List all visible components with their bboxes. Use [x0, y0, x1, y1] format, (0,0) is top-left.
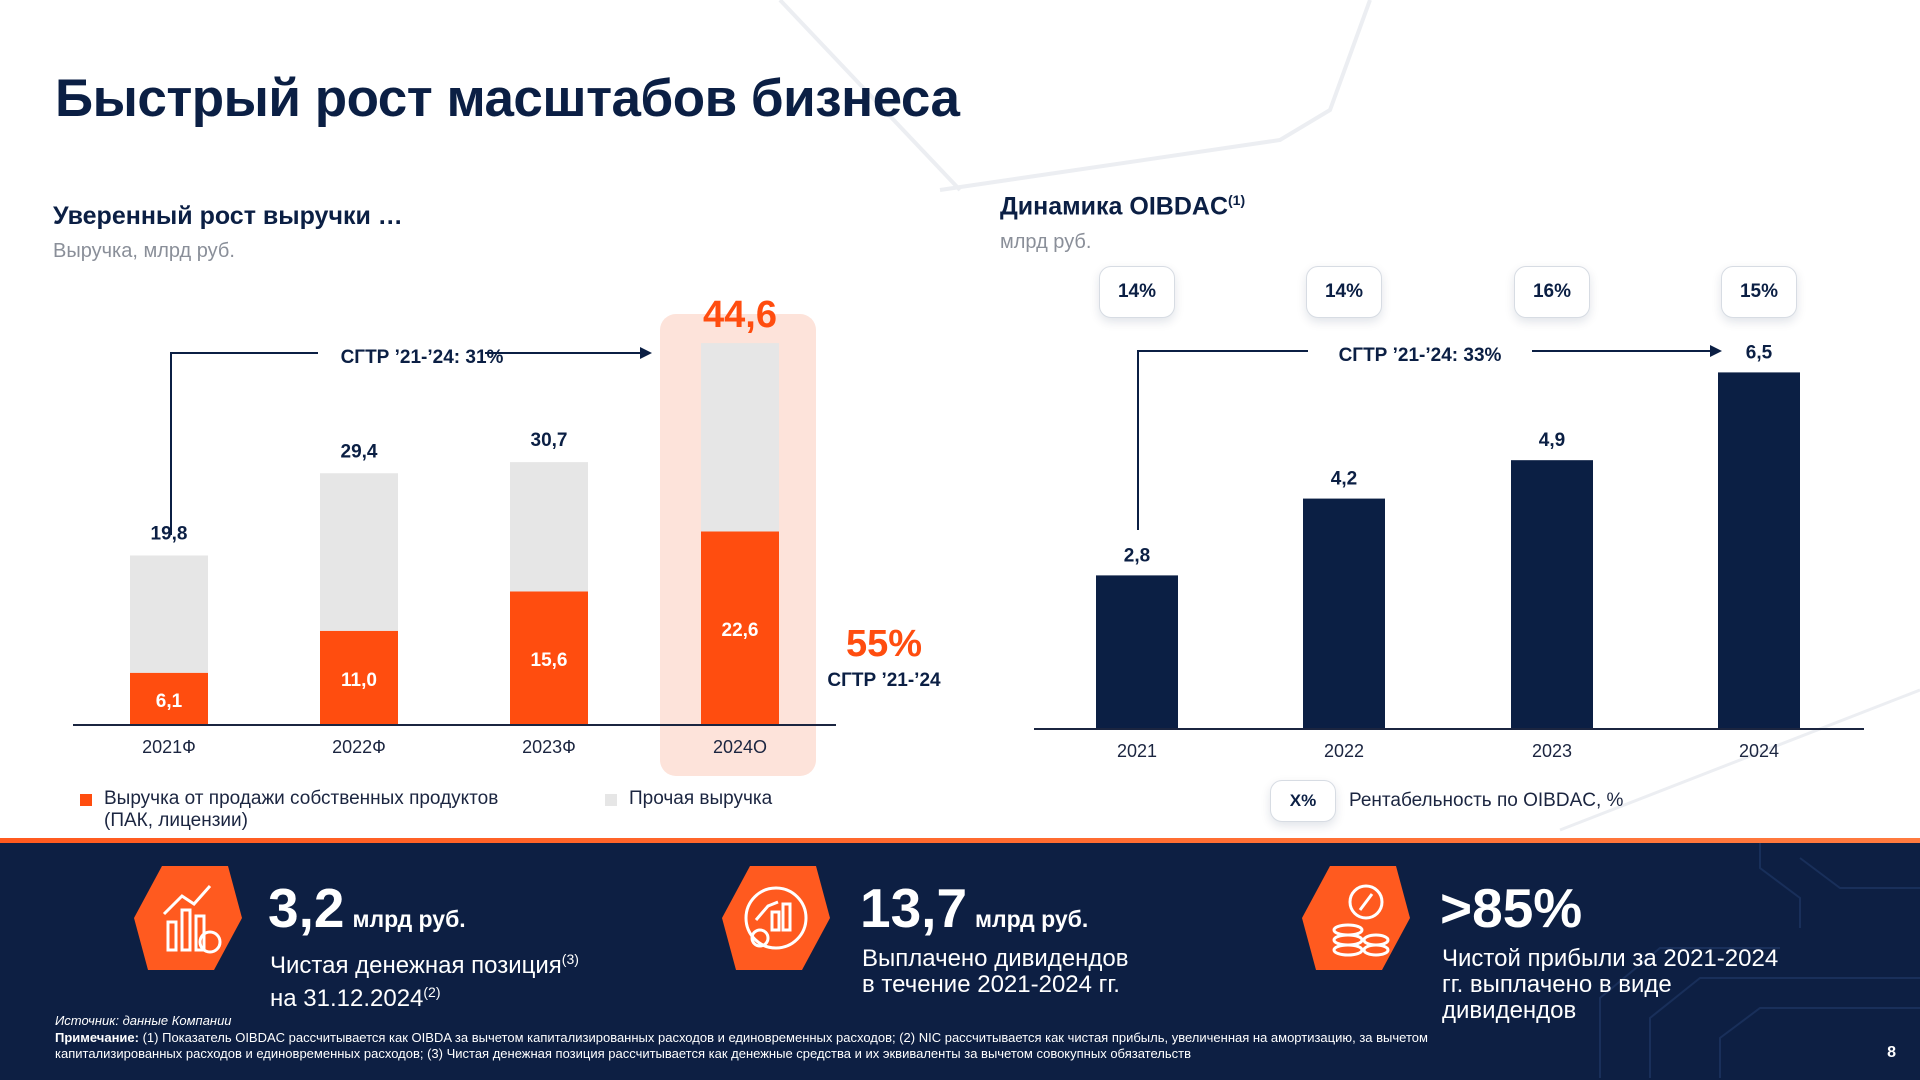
oibdac-value-label-2: 4,9 [1539, 430, 1565, 451]
band-accent-line [0, 838, 1920, 843]
kpi-dividends-value: 13,7 млрд руб. [860, 876, 1088, 940]
total-label-2: 30,7 [531, 430, 568, 451]
own-value-label-3: 22,6 [722, 620, 759, 641]
bar-other-revenue-2 [510, 462, 588, 592]
oibdac-bar-3 [1718, 372, 1800, 729]
kpi-dividends-desc-line2: в течение 2021-2024 гг. [862, 971, 1120, 998]
total-label-1: 29,4 [341, 441, 378, 462]
kpi-cash-unit: млрд руб. [352, 906, 466, 932]
total-label-0: 19,8 [151, 523, 188, 544]
oibdac-value-label-3: 6,5 [1746, 342, 1773, 363]
page-number: 8 [1887, 1044, 1896, 1061]
margin-badge-2: 16% [1514, 266, 1590, 318]
kpi-cash-desc-line1: Чистая денежная позиция [270, 952, 562, 979]
bar-other-revenue-1 [320, 473, 398, 631]
oibdac-cagr-label: СГТР ’21-’24: 33% [1339, 345, 1502, 366]
kpi-cash-desc-sup1: (3) [561, 951, 579, 967]
footnote-text: (1) Показатель OIBDAC рассчитывается как… [138, 1030, 1428, 1045]
own-value-label-2: 15,6 [531, 650, 568, 671]
revenue-chart: 6,1 19,8 2021Ф 11,0 29,4 2022Ф 15,6 30,7 2023Ф 22… [73, 300, 941, 776]
revenue-cagr-arrowhead [640, 347, 652, 359]
bar-own-products-0 [130, 672, 208, 725]
oibdac-chart-unit: млрд руб. [1000, 231, 1092, 253]
kpi-dividends-number: 13,7 [860, 877, 968, 939]
category-label-2: 2023Ф [522, 737, 576, 757]
oibdac-category-label-1: 2022 [1324, 741, 1364, 761]
kpi-payout-desc-line2: гг. выплачено в виде [1442, 971, 1672, 998]
percent-coins-icon [1302, 866, 1410, 970]
kpi-payout-desc-line1: Чистой прибыли за 2021-2024 [1442, 945, 1779, 972]
legend-own-line2: (ПАК, лицензии) [104, 810, 248, 831]
page-title: Быстрый рост масштабов бизнеса [55, 69, 960, 128]
circuit-decoration [1599, 838, 1920, 1078]
legend-own-line1: Выручка от продажи собственных продуктов [104, 788, 499, 809]
oibdac-category-label-0: 2021 [1117, 741, 1157, 761]
oibdac-bar-1 [1303, 498, 1385, 729]
legend-other-revenue: Прочая выручка [605, 788, 772, 810]
category-label-0: 2021Ф [142, 737, 196, 757]
total-label-3: 44,6 [703, 300, 777, 336]
oibdac-category-label-3: 2024 [1739, 741, 1779, 761]
own-value-label-1: 11,0 [341, 670, 377, 691]
oibdac-cagr-arrow-line [1137, 350, 1308, 530]
own-cagr-value: 55% [846, 623, 922, 665]
revenue-cagr-label: СГТР ’21-’24: 31% [341, 347, 504, 368]
kpi-cash-desc-line2: на 31.12.2024 [270, 985, 424, 1012]
bar-other-revenue-3 [701, 343, 779, 532]
bar-own-products-2 [510, 591, 588, 725]
oibdac-chart-title: Динамика OIBDAC(1) [1000, 192, 1245, 221]
revenue-cagr-arrow-line [170, 352, 318, 535]
source-note: Источник: данные Компании [55, 1013, 232, 1028]
kpi-payout-description: Чистой прибыли за 2021-2024 гг. выплачен… [1442, 946, 1778, 1024]
revenue-chart-title: Уверенный рост выручки … [53, 202, 403, 230]
kpi-payout-desc-line3: дивидендов [1442, 997, 1577, 1024]
oibdac-bar-0 [1096, 575, 1178, 729]
gear-chart-icon [722, 866, 830, 970]
margin-badge-1: 14% [1306, 266, 1382, 318]
margin-legend-label: Рентабельность по OIBDAC, % [1349, 790, 1624, 811]
oibdac-title-sup: (1) [1228, 192, 1246, 208]
oibdac-title-text: Динамика OIBDAC [1000, 192, 1229, 221]
own-value-label-0: 6,1 [156, 691, 183, 712]
bar-other-revenue-0 [130, 555, 208, 673]
footnote: Примечание: (1) Показатель OIBDAC рассчи… [55, 1030, 1835, 1062]
oibdac-bar-2 [1511, 460, 1593, 729]
kpi-payout-value: >85% [1440, 877, 1583, 939]
bar-own-products-3 [701, 531, 779, 725]
kpi-band [0, 838, 1920, 1080]
legend-swatch-orange [80, 794, 92, 806]
margin-legend-badge: X% [1270, 780, 1336, 822]
kpi-dividends-description: Выплачено дивидендов в течение 2021-2024… [862, 946, 1128, 998]
footnote-text-2: капитализированных расходов и единовреме… [55, 1046, 1191, 1061]
category-label-3: 2024О [713, 737, 767, 757]
own-cagr-label: СГТР ’21-’24 [827, 670, 941, 691]
bar-own-products-1 [320, 630, 398, 725]
oibdac-cagr-arrowhead [1710, 345, 1722, 357]
margin-badge-0: 14% [1099, 266, 1175, 318]
chart-coin-icon [134, 866, 242, 970]
kpi-cash-description: Чистая денежная позиция(3) на 31.12.2024… [270, 946, 579, 1012]
legend-own-products: Выручка от продажи собственных продуктов… [80, 788, 498, 832]
legend-swatch-grey [605, 794, 617, 806]
category-label-1: 2022Ф [332, 737, 386, 757]
oibdac-value-label-1: 4,2 [1331, 469, 1357, 490]
oibdac-value-label-0: 2,8 [1124, 545, 1150, 566]
kpi-cash-number: 3,2 [268, 877, 345, 939]
margin-badge-3: 15% [1721, 266, 1797, 318]
legend-other-label: Прочая выручка [629, 788, 773, 809]
kpi-dividends-desc-line1: Выплачено дивидендов [862, 945, 1129, 972]
revenue-chart-unit: Выручка, млрд руб. [53, 240, 235, 262]
kpi-cash-value: 3,2 млрд руб. [268, 876, 466, 940]
kpi-cash-desc-sup2: (2) [423, 984, 441, 1000]
oibdac-category-label-2: 2023 [1532, 741, 1572, 761]
oibdac-chart: 2,8 2021 4,2 2022 4,9 2023 6,5 2024 СГТР ’21-’2… [1034, 342, 1864, 761]
footnote-label: Примечание: [55, 1030, 139, 1045]
kpi-dividends-unit: млрд руб. [975, 906, 1089, 932]
